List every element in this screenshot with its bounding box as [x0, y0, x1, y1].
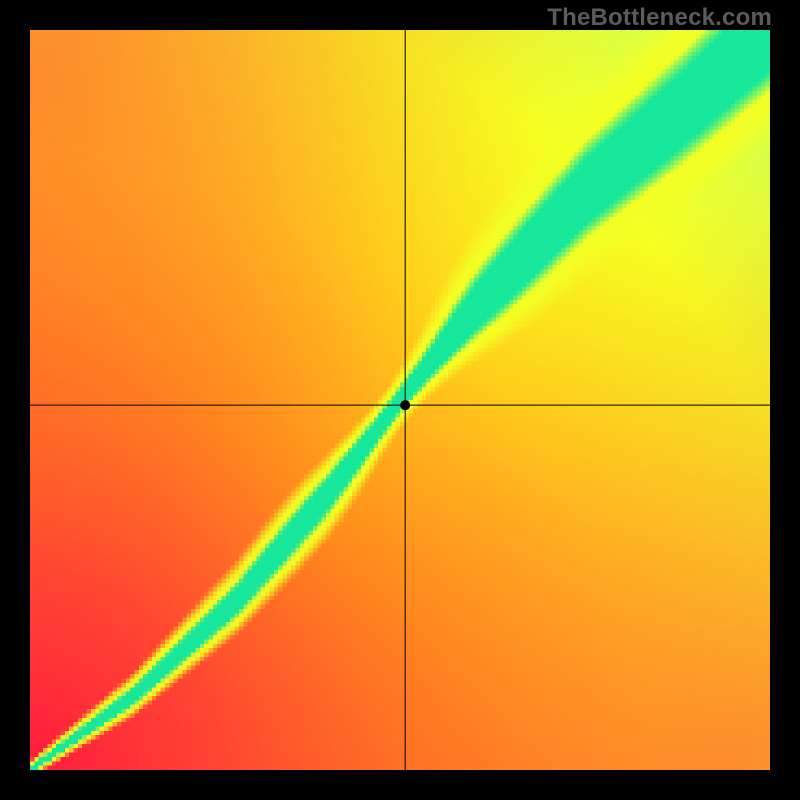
chart-container: TheBottleneck.com [0, 0, 800, 800]
watermark-text: TheBottleneck.com [547, 4, 772, 32]
bottleneck-heatmap [30, 30, 770, 770]
